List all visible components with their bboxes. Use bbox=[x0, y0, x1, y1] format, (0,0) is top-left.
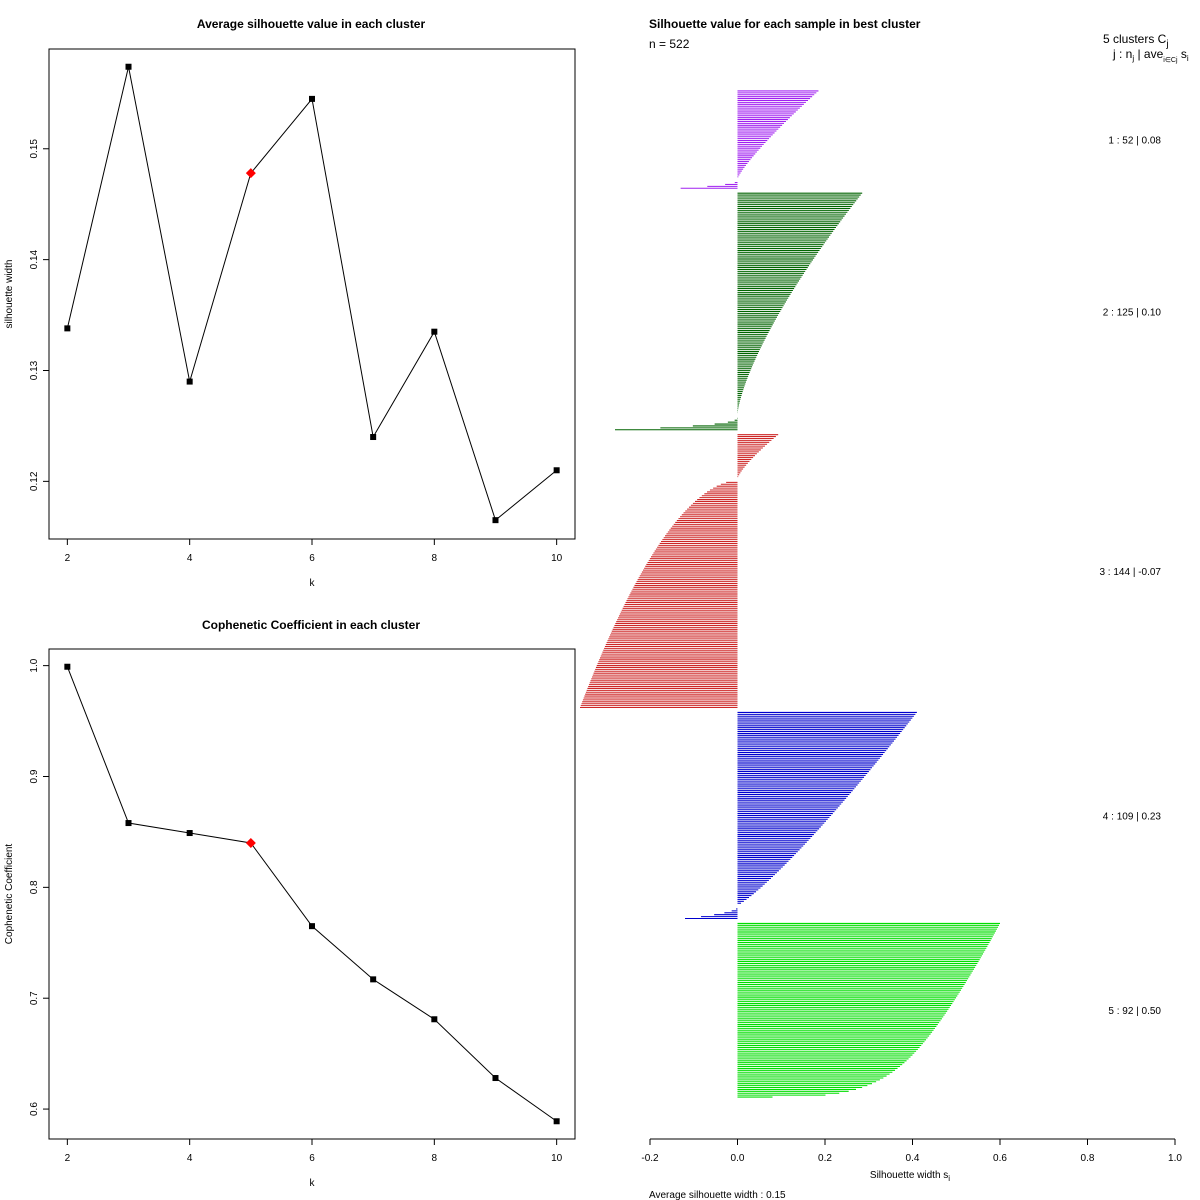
chart1-marks bbox=[64, 63, 560, 524]
x-tick-label-8: 8 bbox=[432, 553, 438, 564]
data-point-k6 bbox=[309, 923, 315, 930]
y-tick-label-0.13: 0.13 bbox=[29, 360, 40, 380]
data-point-k4 bbox=[186, 378, 193, 385]
x-tick-label-4: 4 bbox=[187, 1153, 193, 1164]
chart2-axes: 2 4 6 8 10 0.6 0.7 0.8 0.9 1.0 bbox=[29, 658, 563, 1164]
y-tick-label-0.14: 0.14 bbox=[29, 249, 40, 269]
x-tick-label-4: 4 bbox=[187, 553, 193, 564]
chart2-xlabel: k bbox=[310, 1178, 316, 1189]
chart1-title: Average silhouette value in each cluster bbox=[197, 17, 426, 31]
y-tick-label-0.12: 0.12 bbox=[29, 471, 40, 491]
x-tick-label-0.8: 0.8 bbox=[1081, 1153, 1095, 1164]
x-tick-label-6: 6 bbox=[309, 553, 315, 564]
chart1-xlabel: k bbox=[310, 578, 316, 589]
chart1-axes: 2 4 6 8 10 0.12 0.13 0.14 0.15 bbox=[29, 139, 563, 564]
highlight-point-k5 bbox=[245, 168, 256, 179]
chart3-title: Silhouette value for each sample in best… bbox=[649, 17, 921, 31]
cophenetic-line-chart: Cophenetic Coefficient in each cluster 2… bbox=[4, 618, 576, 1189]
y-tick-label-0.6: 0.6 bbox=[29, 1102, 40, 1116]
chart3-footer: Average silhouette width : 0.15 bbox=[649, 1190, 786, 1200]
cluster-1-label: 1 : 52 | 0.08 bbox=[1108, 136, 1161, 147]
x-tick-label-2: 2 bbox=[65, 553, 71, 564]
data-point-k4 bbox=[186, 830, 193, 837]
cluster-2-label: 2 : 125 | 0.10 bbox=[1103, 307, 1162, 318]
chart3-bars bbox=[580, 90, 1000, 1098]
data-point-k9 bbox=[492, 1075, 499, 1082]
data-point-k3 bbox=[125, 820, 132, 827]
chart1-frame bbox=[48, 48, 576, 540]
y-tick-label-1.0: 1.0 bbox=[29, 658, 40, 672]
data-point-k3 bbox=[125, 63, 132, 70]
chart2-marks bbox=[64, 663, 560, 1125]
x-tick-label-10: 10 bbox=[551, 553, 563, 564]
silhouette-line-chart: Average silhouette value in each cluster… bbox=[4, 17, 576, 589]
data-point-k7 bbox=[370, 976, 377, 983]
x-tick-label-0.4: 0.4 bbox=[906, 1153, 920, 1164]
chart2-title: Cophenetic Coefficient in each cluster bbox=[202, 618, 420, 632]
data-point-k6 bbox=[309, 95, 315, 102]
data-point-k2 bbox=[64, 663, 71, 670]
data-point-k10 bbox=[553, 1118, 560, 1125]
data-point-k8 bbox=[431, 328, 438, 335]
chart3-xlabel: Silhouette width si bbox=[870, 1170, 950, 1183]
chart3-header-line2: j : nj | avei∈Cj si bbox=[1112, 47, 1189, 64]
data-point-k9 bbox=[492, 517, 499, 524]
x-tick-label-10: 10 bbox=[551, 1153, 563, 1164]
chart1-ylabel: silhouette width bbox=[4, 260, 15, 329]
chart3-n-label: n = 522 bbox=[649, 37, 690, 51]
chart2-frame bbox=[48, 648, 576, 1140]
series-line bbox=[66, 666, 557, 1122]
chart3-header-line1: 5 clusters Cj bbox=[1103, 32, 1169, 50]
y-tick-label-0.9: 0.9 bbox=[29, 769, 40, 783]
silhouette-bar-plot: Silhouette value for each sample in best… bbox=[580, 17, 1189, 1200]
y-tick-label-0.7: 0.7 bbox=[29, 991, 40, 1005]
data-point-k10 bbox=[553, 467, 560, 474]
cluster-4-label: 4 : 109 | 0.23 bbox=[1103, 811, 1162, 822]
x-tick-label-0.2: 0.2 bbox=[818, 1153, 832, 1164]
x-tick-label--0.2: -0.2 bbox=[641, 1153, 659, 1164]
data-point-k7 bbox=[370, 434, 377, 441]
x-tick-label-8: 8 bbox=[432, 1153, 438, 1164]
x-tick-label-6: 6 bbox=[309, 1153, 315, 1164]
highlight-point-k5 bbox=[245, 838, 256, 849]
chart2-ylabel: Cophenetic Coefficient bbox=[4, 844, 15, 945]
data-point-k2 bbox=[64, 325, 71, 332]
data-point-k8 bbox=[431, 1016, 438, 1023]
x-tick-label-0.0: 0.0 bbox=[731, 1153, 745, 1164]
cluster-5-label: 5 : 92 | 0.50 bbox=[1108, 1006, 1161, 1017]
x-tick-label-0.6: 0.6 bbox=[993, 1153, 1007, 1164]
cluster-3-label: 3 : 144 | -0.07 bbox=[1099, 567, 1161, 578]
x-tick-label-2: 2 bbox=[65, 1153, 71, 1164]
chart3-x-axis: -0.2 0.0 0.2 0.4 0.6 0.8 1.0 bbox=[641, 1138, 1182, 1164]
y-tick-label-0.8: 0.8 bbox=[29, 880, 40, 894]
chart3-cluster-labels: 1 : 52 | 0.08 2 : 125 | 0.10 3 : 144 | -0.… bbox=[1099, 136, 1161, 1018]
y-tick-label-0.15: 0.15 bbox=[29, 139, 40, 159]
series-line bbox=[66, 66, 557, 522]
x-tick-label-1.0: 1.0 bbox=[1168, 1153, 1182, 1164]
